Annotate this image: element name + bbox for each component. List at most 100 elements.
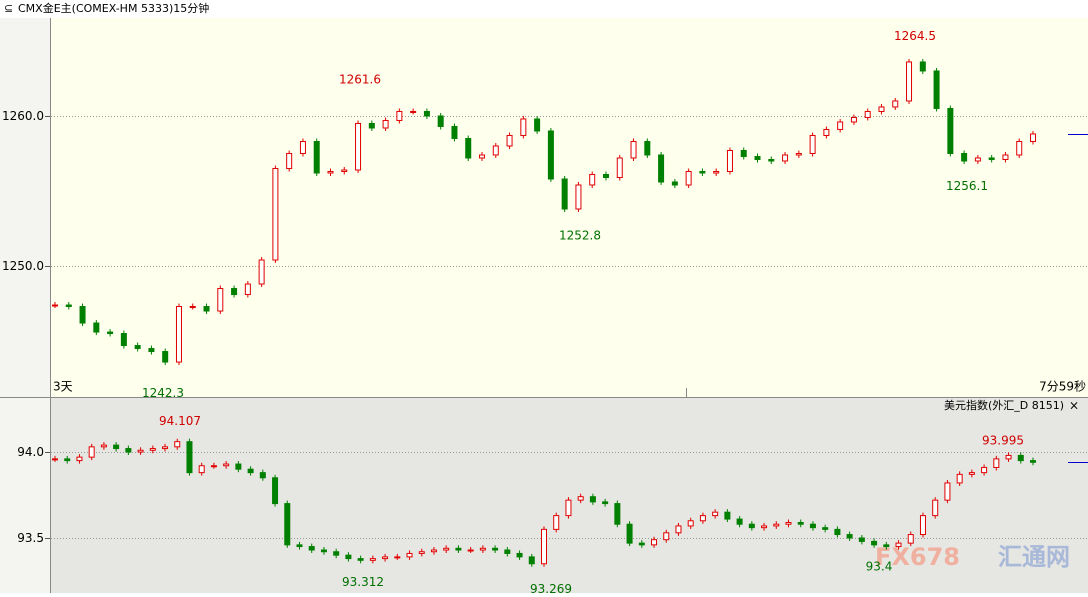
candle	[443, 547, 450, 551]
close-icon[interactable]: ×	[1069, 399, 1079, 413]
candle	[247, 468, 254, 474]
candle	[878, 106, 885, 112]
candle	[907, 534, 914, 544]
candle	[858, 537, 865, 542]
y-tick-label: 94.0	[17, 445, 44, 459]
candle	[244, 283, 251, 296]
candle	[754, 155, 761, 160]
candle	[577, 496, 584, 501]
candle	[761, 525, 768, 529]
candle	[107, 331, 114, 335]
candle	[467, 549, 474, 552]
candle	[396, 110, 403, 121]
candle	[492, 547, 499, 551]
candle	[658, 154, 665, 183]
extreme-label: 93.269	[530, 582, 572, 593]
candle	[589, 496, 596, 503]
candle	[137, 449, 144, 453]
candle	[675, 525, 682, 534]
candle	[768, 158, 775, 162]
candle	[231, 288, 238, 296]
candle	[134, 345, 141, 350]
candle	[602, 173, 609, 178]
axis-panel	[0, 18, 50, 593]
candle	[644, 140, 651, 156]
price-panel	[51, 18, 1088, 397]
candle	[382, 556, 389, 560]
candle	[492, 145, 499, 156]
candle	[726, 149, 733, 172]
candle	[65, 304, 72, 308]
candle	[333, 551, 340, 556]
candle	[565, 499, 572, 517]
candle	[809, 523, 816, 529]
candle	[883, 544, 890, 548]
candle	[64, 458, 71, 462]
candle	[671, 181, 678, 186]
candle	[932, 499, 939, 517]
candle	[981, 466, 988, 474]
extreme-label: 1256.1	[946, 179, 988, 193]
candle	[174, 441, 181, 448]
candle	[687, 520, 694, 527]
candle	[553, 515, 560, 530]
candle	[1030, 133, 1036, 142]
candle	[406, 552, 413, 558]
candle	[699, 170, 706, 174]
candle	[575, 184, 582, 210]
candle	[341, 169, 348, 172]
candle	[479, 154, 486, 159]
candle	[589, 173, 596, 186]
candle	[186, 441, 193, 474]
extreme-label: 1264.5	[894, 29, 936, 43]
candle	[602, 501, 609, 505]
y-tick-label: 1250.0	[2, 259, 44, 273]
candle	[394, 556, 401, 559]
candle	[974, 157, 981, 162]
candle	[1016, 140, 1023, 156]
candle	[284, 503, 291, 546]
candle	[430, 549, 437, 553]
candle	[892, 100, 899, 108]
candle	[125, 448, 132, 453]
candle	[162, 446, 169, 450]
candle	[837, 121, 844, 130]
candle	[259, 472, 266, 479]
extreme-label: 1242.3	[142, 386, 184, 400]
candle	[630, 140, 637, 159]
candle	[822, 527, 829, 530]
extreme-label: 93.995	[982, 433, 1024, 447]
candle	[368, 122, 375, 129]
candle	[520, 118, 527, 136]
candle	[217, 288, 224, 312]
candle	[455, 547, 462, 551]
period-label: 3天	[53, 380, 73, 394]
extreme-label: 94.107	[159, 414, 201, 428]
extreme-label: 1261.6	[339, 72, 381, 86]
candle	[773, 523, 780, 527]
candle	[944, 482, 951, 501]
candle	[740, 149, 747, 157]
candle	[479, 547, 486, 551]
candle	[919, 61, 926, 72]
candle	[437, 115, 444, 127]
candle	[809, 134, 816, 154]
candle	[223, 463, 230, 467]
candle	[685, 170, 692, 186]
candle	[504, 549, 511, 554]
y-tick-label: 1260.0	[2, 109, 44, 123]
candle	[286, 152, 293, 169]
candle	[919, 515, 926, 536]
candle	[272, 167, 279, 261]
candle	[895, 542, 902, 548]
candle	[638, 542, 645, 546]
candle	[235, 463, 242, 470]
candle	[785, 521, 792, 525]
candle	[736, 518, 743, 525]
candle	[506, 134, 513, 147]
candle	[795, 152, 802, 156]
candle	[418, 551, 425, 554]
candle	[823, 128, 830, 136]
candle	[382, 119, 389, 129]
